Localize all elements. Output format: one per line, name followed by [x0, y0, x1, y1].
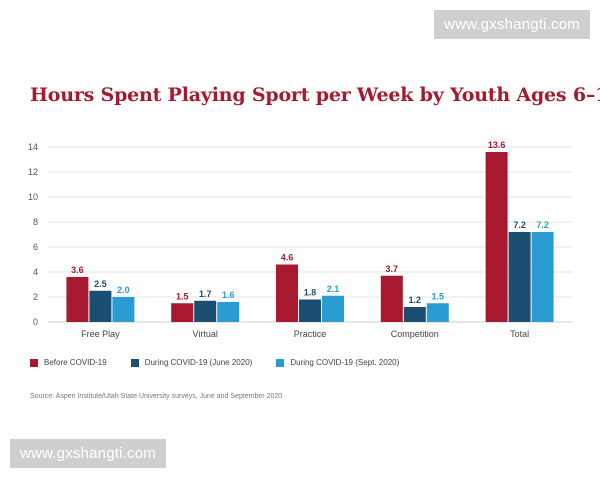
legend-label-sept: During COVID-19 (Sept. 2020): [290, 358, 400, 367]
data-label: 2.5: [94, 279, 107, 289]
source-note: Source: Aspen Institute/Utah State Unive…: [30, 393, 283, 400]
legend-item-june: During COVID-19 (June 2020): [130, 358, 253, 367]
data-label: 7.2: [536, 220, 549, 230]
data-label: 13.6: [488, 140, 506, 150]
bar: [89, 290, 112, 322]
data-label: 1.8: [304, 288, 317, 298]
x-tick-label: Practice: [294, 329, 327, 339]
x-tick-label: Free Play: [81, 329, 120, 339]
bar: [403, 307, 426, 322]
y-tick-label: 0: [33, 317, 38, 327]
data-label: 4.6: [281, 253, 294, 263]
legend-swatch-sept: [276, 358, 285, 367]
bar: [217, 302, 240, 322]
watermark-top: www.gxshangti.com: [434, 10, 590, 39]
bar: [171, 303, 194, 322]
bar: [485, 152, 508, 322]
y-tick-label: 12: [28, 167, 38, 177]
data-label: 1.2: [409, 295, 422, 305]
data-label: 1.5: [432, 291, 445, 301]
legend-label-before: Before COVID-19: [44, 358, 107, 367]
data-label: 7.2: [513, 220, 526, 230]
bar: [299, 299, 321, 322]
y-tick-label: 10: [28, 192, 38, 202]
y-tick-label: 14: [28, 142, 38, 152]
legend-label-june: During COVID-19 (June 2020): [144, 358, 253, 367]
bar: [322, 295, 344, 322]
bar: [66, 277, 89, 322]
legend-item-before: Before COVID-19: [30, 358, 107, 367]
bar: [194, 300, 217, 322]
data-label: 2.0: [117, 285, 130, 295]
data-label: 1.5: [176, 291, 189, 301]
legend-swatch-before: [30, 358, 38, 367]
bar: [276, 264, 298, 322]
bar: [426, 303, 449, 322]
watermark-bottom: www.gxshangti.com: [10, 439, 166, 468]
bar: [380, 275, 403, 322]
data-label: 1.7: [199, 289, 212, 299]
x-tick-label: Total: [510, 329, 529, 339]
data-label: 1.6: [222, 290, 235, 300]
data-label: 3.7: [386, 264, 399, 274]
y-tick-label: 6: [33, 242, 38, 252]
bar: [531, 232, 554, 322]
chart-title: Hours Spent Playing Sport per Week by Yo…: [30, 84, 600, 106]
y-tick-label: 2: [33, 292, 38, 302]
data-label: 2.1: [327, 284, 340, 294]
legend-item-sept: During COVID-19 (Sept. 2020): [276, 358, 399, 367]
legend: Before COVID-19 During COVID-19 (June 20…: [30, 358, 399, 367]
x-tick-label: Virtual: [193, 329, 218, 339]
bar: [508, 232, 531, 322]
legend-swatch-june: [130, 358, 139, 367]
y-tick-label: 8: [33, 217, 38, 227]
y-tick-label: 4: [33, 267, 38, 277]
data-label: 3.6: [71, 265, 84, 275]
bar: [112, 297, 135, 322]
x-tick-label: Competition: [391, 329, 439, 339]
